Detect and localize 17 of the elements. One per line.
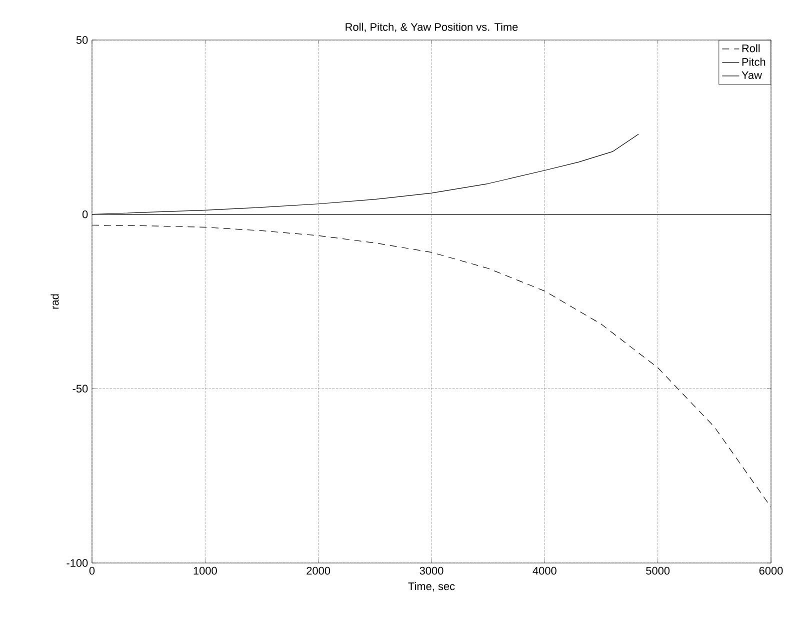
y-tick-label: -100 (66, 559, 88, 567)
legend-label: Yaw (742, 71, 762, 79)
x-axis-title: Time, sec (408, 582, 455, 592)
y-tick-label: 50 (76, 36, 88, 44)
x-tick-label: 3000 (420, 566, 444, 575)
legend-label: Pitch (742, 58, 766, 66)
x-tick-label: 0 (89, 566, 95, 575)
chart-title: Roll, Pitch, & Yaw Position vs. Time (346, 22, 518, 32)
y-tick-label: 0 (82, 210, 88, 218)
x-tick-label: 4000 (532, 566, 556, 575)
y-tick-label: -50 (72, 384, 88, 393)
legend-label: Roll (742, 44, 760, 52)
x-tick-label: 6000 (759, 566, 783, 575)
y-axis-title: rad (50, 294, 59, 309)
x-tick-label: 1000 (194, 566, 217, 575)
x-tick-label: 5000 (646, 566, 670, 575)
x-tick-label: 2000 (306, 566, 330, 575)
